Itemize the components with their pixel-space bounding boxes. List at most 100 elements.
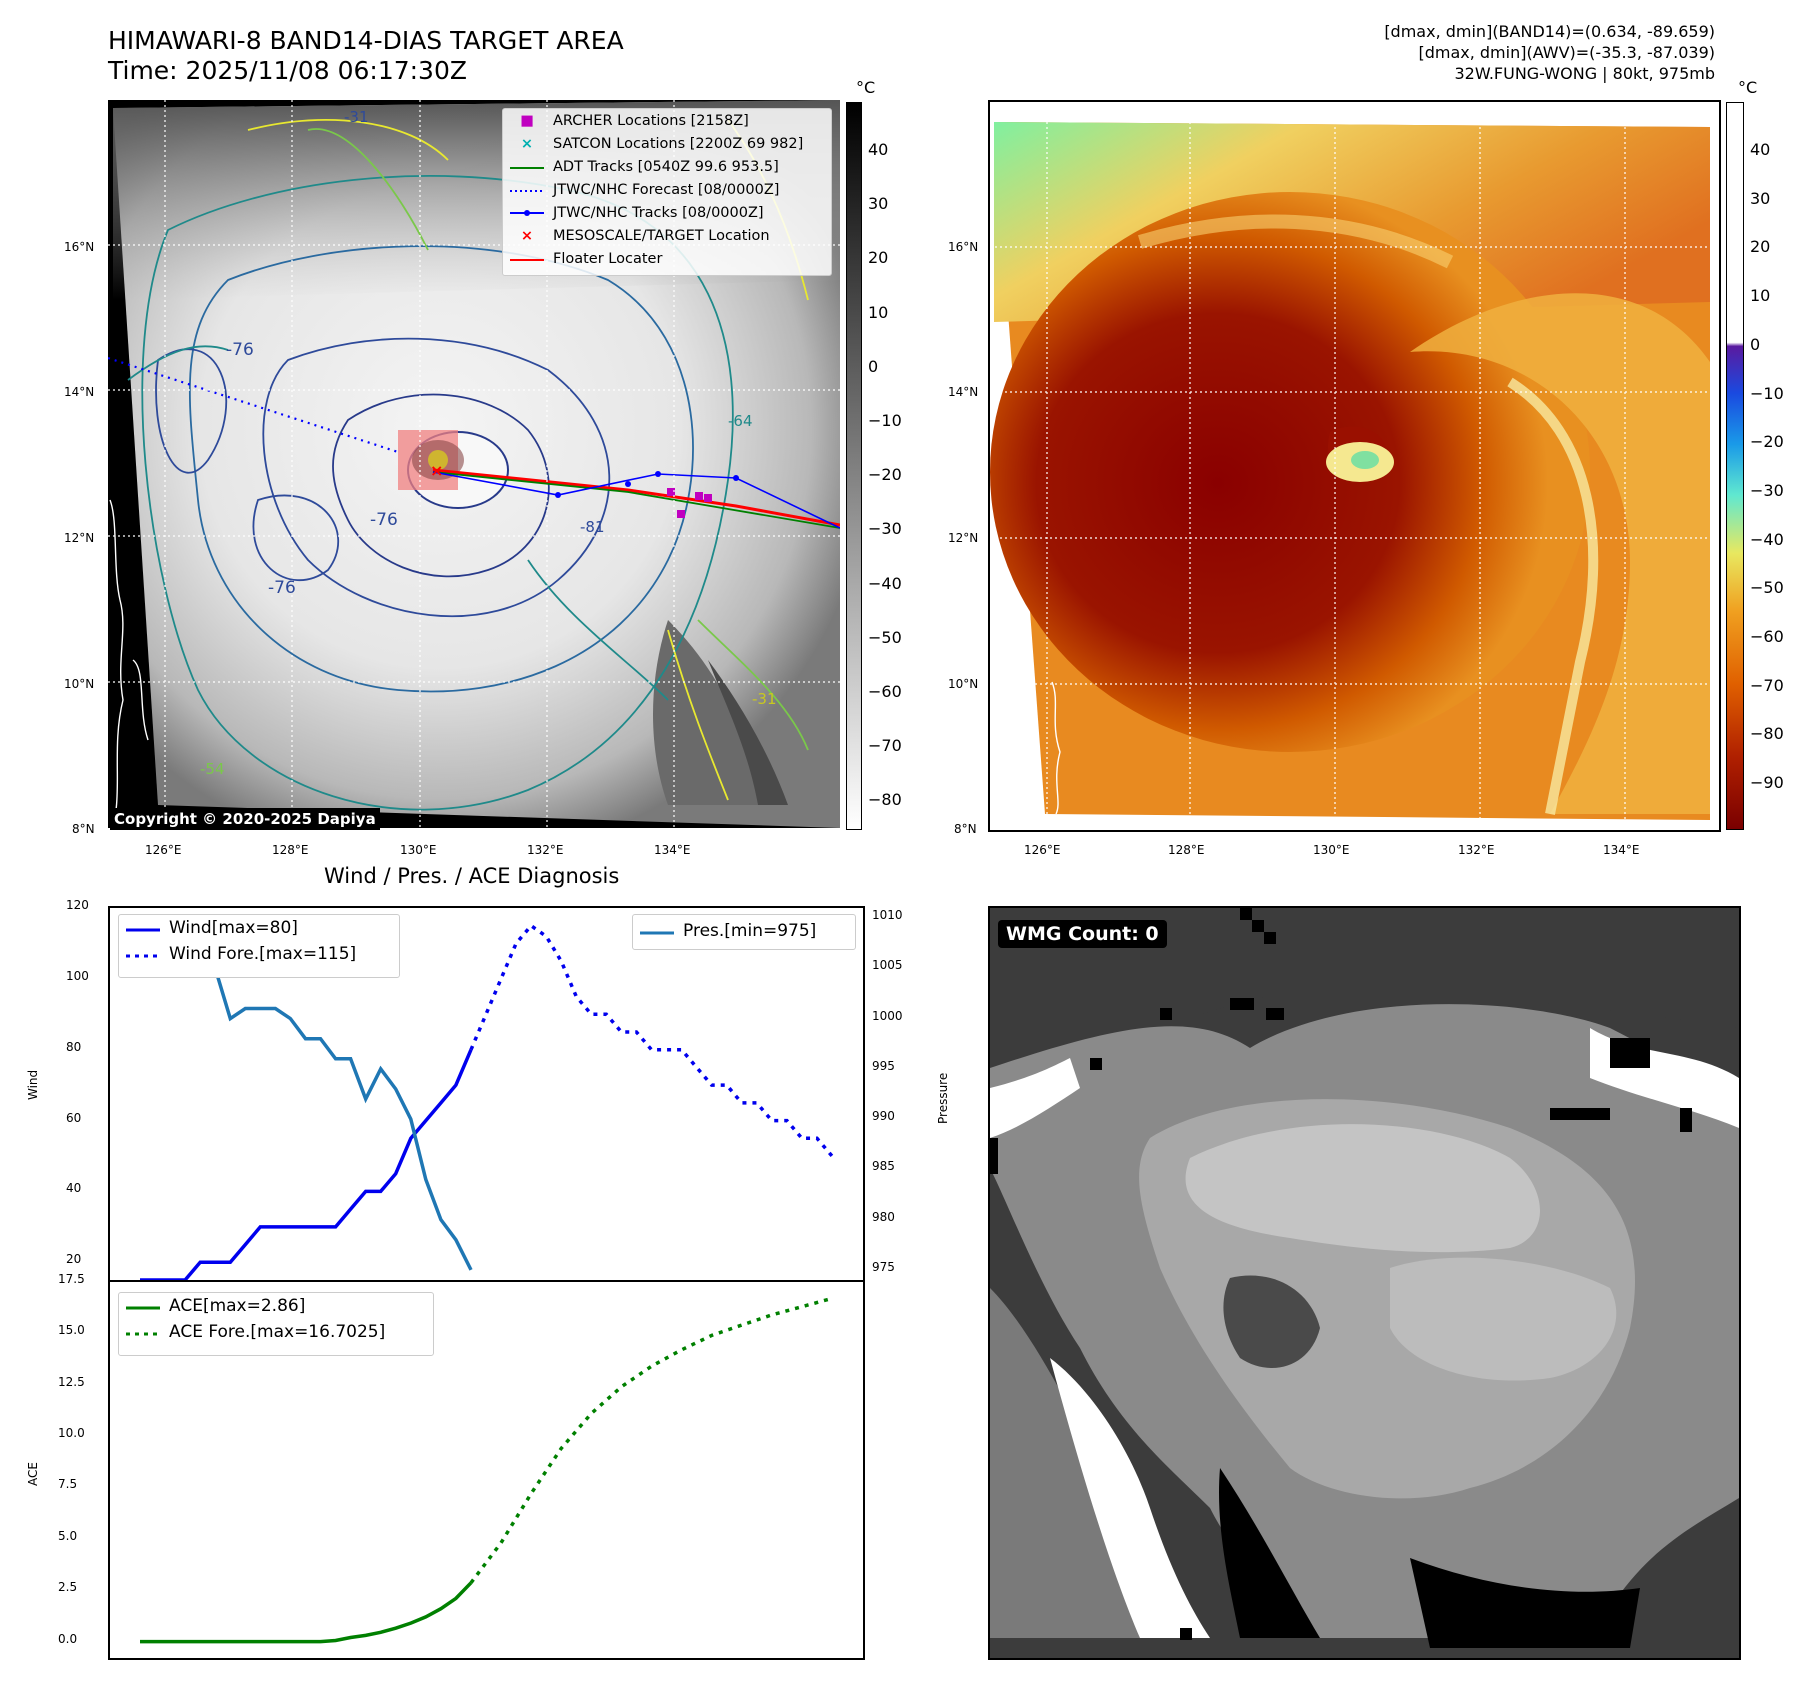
dotted-line-icon <box>509 182 545 198</box>
ace-series-line-1 <box>469 1296 833 1584</box>
ace-y-tick: 7.5 <box>58 1477 78 1492</box>
series-line-1 <box>469 923 834 1158</box>
ace-series-line-0 <box>140 1581 473 1644</box>
colorbar-tick: −20 <box>868 465 902 485</box>
ace-y-tick: 2.5 <box>58 1580 78 1595</box>
lon-label: 128°E <box>1168 843 1205 857</box>
colorbar-tick: −10 <box>1750 383 1784 403</box>
colorbar-tick: −60 <box>1750 627 1784 646</box>
lon-label: 132°E <box>1458 843 1495 857</box>
ace-chart <box>108 1280 865 1660</box>
line-icon <box>639 921 675 941</box>
svg-text:×: × <box>430 461 443 480</box>
wmg-count-label: WMG Count: 0 <box>998 920 1167 948</box>
wmg-panel <box>988 906 1741 1660</box>
contour-label: -76 <box>226 340 254 360</box>
diagnosis-title: Wind / Pres. / ACE Diagnosis <box>324 864 620 888</box>
contour-label: -31 <box>344 108 369 126</box>
legend-archer: ■ ARCHER Locations [2158Z] <box>503 109 831 132</box>
awv-colorbar <box>1726 102 1744 830</box>
copyright-label: Copyright © 2020-2025 Dapiya <box>110 808 380 830</box>
colorbar-tick: −30 <box>1750 480 1784 500</box>
pressure-y-tick: 995 <box>872 1058 895 1073</box>
lat-label: 14°N <box>948 385 979 399</box>
pressure-y-tick: 1005 <box>872 958 903 973</box>
colorbar-unit: °C <box>1738 78 1758 97</box>
colorbar-tick: 0 <box>868 356 879 376</box>
line-icon <box>125 1296 161 1316</box>
pressure-y-tick: 990 <box>872 1109 895 1124</box>
colorbar-tick: 30 <box>868 194 889 214</box>
lat-label: 12°N <box>948 531 979 545</box>
wind-y-tick: 20 <box>66 1252 82 1267</box>
wind-y-tick: 40 <box>66 1181 82 1196</box>
colorbar-tick: 20 <box>1750 237 1771 257</box>
contour-label: -54 <box>200 760 225 778</box>
ace-y-tick: 17.5 <box>58 1272 85 1286</box>
awv-map <box>990 102 1719 830</box>
ace-y-tick: 15.0 <box>58 1323 85 1338</box>
lon-label: 134°E <box>1603 843 1640 857</box>
colorbar-tick: 10 <box>1750 286 1771 306</box>
wind-legend: Wind[max=80] Wind Fore.[max=115] <box>118 914 400 978</box>
colorbar-tick: 40 <box>868 140 889 159</box>
lat-label: 8°N <box>72 822 95 836</box>
lon-label: 128°E <box>272 843 309 857</box>
colorbar-tick: −90 <box>1750 773 1784 793</box>
contour-label: -81 <box>580 518 605 536</box>
pressure-legend: Pres.[min=975] <box>632 914 856 950</box>
wind-y-tick: 100 <box>66 968 89 983</box>
storm-info: 32W.FUNG-WONG | 80kt, 975mb <box>1454 64 1715 83</box>
lon-label: 132°E <box>527 843 564 857</box>
colorbar-tick: −40 <box>1750 529 1784 549</box>
x-icon: × <box>520 227 534 244</box>
legend-adt: ADT Tracks [0540Z 99.6 953.5] <box>503 155 831 178</box>
colorbar-tick: −70 <box>1750 675 1784 695</box>
ace-y-tick: 0.0 <box>58 1631 78 1646</box>
ir-legend: ■ ARCHER Locations [2158Z] × SATCON Locati… <box>502 108 832 276</box>
legend-satcon: × SATCON Locations [2200Z 69 982] <box>503 132 831 155</box>
legend-wind: Wind[max=80] <box>119 915 399 941</box>
ace-legend: ACE[max=2.86] ACE Fore.[max=16.7025] <box>118 1292 434 1356</box>
wind-y-tick: 80 <box>66 1039 82 1054</box>
legend-wind-forecast: Wind Fore.[max=115] <box>119 941 399 967</box>
dotted-line-icon <box>125 1322 161 1342</box>
main-title: HIMAWARI-8 BAND14-DIAS TARGET AREA <box>108 26 624 55</box>
colorbar-tick: 40 <box>1750 140 1771 159</box>
lon-label: 126°E <box>145 843 182 857</box>
legend-jtwc-forecast: JTWC/NHC Forecast [08/0000Z] <box>503 178 831 201</box>
dotted-line-icon <box>125 944 161 964</box>
ace-axis-label: ACE <box>26 1462 40 1486</box>
lon-label: 134°E <box>654 843 691 857</box>
colorbar-tick: −80 <box>868 790 902 810</box>
awv-map-panel <box>988 100 1721 832</box>
colorbar-tick: 0 <box>1750 334 1761 354</box>
lat-label: 8°N <box>954 822 977 836</box>
colorbar-tick: −30 <box>868 519 902 539</box>
ace-y-tick: 5.0 <box>58 1528 78 1543</box>
square-icon: ■ <box>520 112 534 129</box>
lon-label: 130°E <box>400 843 437 857</box>
colorbar-tick: 10 <box>868 302 889 322</box>
lat-label: 14°N <box>64 385 95 399</box>
colorbar-tick: 20 <box>868 248 889 268</box>
contour-label: -76 <box>268 578 296 598</box>
pressure-axis-label: Pressure <box>936 1072 950 1124</box>
colorbar-tick: −80 <box>1750 724 1784 744</box>
legend-mesoscale: × MESOSCALE/TARGET Location <box>503 224 831 247</box>
pressure-y-tick: 980 <box>872 1209 895 1224</box>
wind-y-tick: 120 <box>66 898 89 912</box>
ace-plot <box>140 1296 833 1644</box>
line-dot-icon <box>509 205 545 221</box>
lon-label: 126°E <box>1024 843 1061 857</box>
colorbar-tick: −60 <box>868 682 902 701</box>
legend-ace-forecast: ACE Fore.[max=16.7025] <box>119 1319 433 1345</box>
lon-label: 130°E <box>1313 843 1350 857</box>
wind-axis-label: Wind <box>26 1069 40 1100</box>
legend-jtwc-tracks: JTWC/NHC Tracks [08/0000Z] <box>503 201 831 224</box>
ir-colorbar <box>846 102 862 830</box>
colorbar-unit: °C <box>856 78 876 97</box>
line-icon <box>509 251 545 267</box>
lat-label: 10°N <box>64 677 95 691</box>
lat-label: 10°N <box>948 677 979 691</box>
